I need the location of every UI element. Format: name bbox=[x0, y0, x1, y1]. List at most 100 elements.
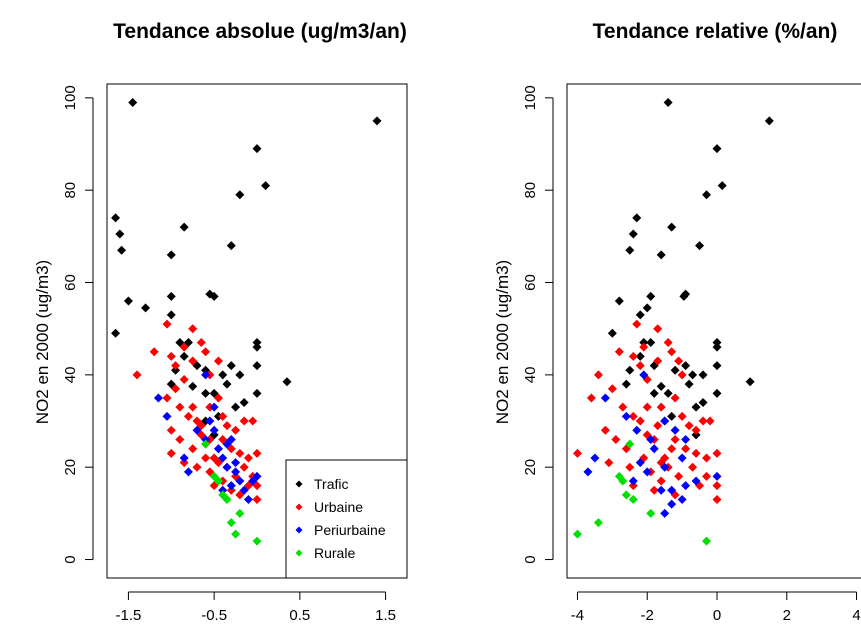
point-urbaine bbox=[175, 402, 185, 412]
y-tick-label: 80 bbox=[62, 182, 79, 199]
point-trafic bbox=[632, 213, 642, 223]
point-urbaine bbox=[691, 448, 701, 458]
point-trafic bbox=[712, 338, 722, 348]
point-trafic bbox=[670, 365, 680, 375]
point-urbaine bbox=[639, 342, 649, 352]
legend-marker-rurale bbox=[295, 549, 303, 557]
point-urbaine bbox=[642, 402, 652, 412]
point-periurbaine bbox=[677, 453, 687, 463]
point-trafic bbox=[166, 250, 176, 260]
point-trafic bbox=[667, 411, 677, 421]
point-rurale bbox=[226, 518, 236, 528]
x-tick-label: 1.5 bbox=[375, 607, 396, 624]
point-trafic bbox=[712, 388, 722, 398]
point-rurale bbox=[252, 536, 262, 546]
point-trafic bbox=[123, 296, 133, 306]
point-rurale bbox=[618, 476, 628, 486]
legend-label-rurale: Rurale bbox=[314, 545, 355, 561]
point-periurbaine bbox=[231, 458, 241, 468]
x-tick-label: -0.5 bbox=[201, 607, 227, 624]
chart-title: Tendance absolue (ug/m3/an) bbox=[113, 20, 407, 43]
point-trafic bbox=[691, 402, 701, 412]
point-trafic bbox=[688, 370, 698, 380]
point-periurbaine bbox=[660, 508, 670, 518]
point-trafic bbox=[111, 328, 121, 338]
x-tick-label: -1.5 bbox=[115, 607, 141, 624]
point-rurale bbox=[201, 439, 211, 449]
point-trafic bbox=[252, 342, 262, 352]
legend-marker-periurbaine bbox=[295, 526, 303, 534]
point-periurbaine bbox=[677, 495, 687, 505]
point-trafic bbox=[141, 303, 151, 313]
point-rurale bbox=[646, 508, 656, 518]
point-periurbaine bbox=[231, 467, 241, 477]
point-trafic bbox=[226, 361, 236, 371]
point-urbaine bbox=[162, 393, 172, 403]
plot-frame bbox=[566, 83, 861, 579]
point-trafic bbox=[614, 296, 624, 306]
y-tick-label: 0 bbox=[522, 555, 539, 563]
point-urbaine bbox=[188, 444, 198, 454]
point-urbaine bbox=[183, 411, 193, 421]
point-trafic bbox=[712, 342, 722, 352]
point-urbaine bbox=[667, 347, 677, 357]
point-trafic bbox=[717, 181, 727, 191]
legend-label-periurbaine: Periurbaine bbox=[314, 522, 386, 538]
y-tick-label: 60 bbox=[522, 274, 539, 291]
chart-title: Tendance relative (%/an) bbox=[593, 20, 838, 43]
point-trafic bbox=[166, 291, 176, 301]
point-urbaine bbox=[218, 411, 228, 421]
point-trafic bbox=[712, 144, 722, 154]
point-periurbaine bbox=[205, 416, 215, 426]
point-trafic bbox=[252, 338, 262, 348]
point-urbaine bbox=[243, 453, 253, 463]
y-tick-label: 100 bbox=[522, 85, 539, 110]
legend-label-trafic: Trafic bbox=[314, 476, 348, 492]
point-urbaine bbox=[625, 462, 635, 472]
point-trafic bbox=[764, 116, 774, 126]
point-periurbaine bbox=[162, 411, 172, 421]
point-periurbaine bbox=[635, 458, 645, 468]
legend-marker-trafic bbox=[295, 480, 303, 488]
y-tick-label: 20 bbox=[62, 459, 79, 476]
point-urbaine bbox=[607, 384, 617, 394]
point-periurbaine bbox=[218, 453, 228, 463]
point-periurbaine bbox=[235, 476, 245, 486]
y-tick-label: 40 bbox=[62, 367, 79, 384]
point-urbaine bbox=[179, 342, 189, 352]
point-urbaine bbox=[705, 416, 715, 426]
point-periurbaine bbox=[192, 425, 202, 435]
panel-relative-trend: Tendance relative (%/an) NO2 en 2000 (ug… bbox=[493, 20, 861, 624]
point-periurbaine bbox=[243, 495, 253, 505]
point-trafic bbox=[679, 291, 689, 301]
point-urbaine bbox=[192, 462, 202, 472]
point-urbaine bbox=[188, 402, 198, 412]
point-urbaine bbox=[698, 416, 708, 426]
point-trafic bbox=[252, 361, 262, 371]
point-trafic bbox=[684, 379, 694, 389]
point-periurbaine bbox=[179, 453, 189, 463]
point-trafic bbox=[702, 190, 712, 200]
point-urbaine bbox=[252, 495, 262, 505]
point-urbaine bbox=[712, 448, 722, 458]
y-tick-label: 20 bbox=[522, 459, 539, 476]
point-urbaine bbox=[656, 476, 666, 486]
point-urbaine bbox=[674, 356, 684, 366]
point-periurbaine bbox=[583, 467, 593, 477]
point-rurale bbox=[621, 490, 631, 500]
point-trafic bbox=[621, 379, 631, 389]
point-trafic bbox=[712, 361, 722, 371]
point-urbaine bbox=[162, 319, 172, 329]
point-trafic bbox=[691, 430, 701, 440]
point-periurbaine bbox=[667, 499, 677, 509]
point-trafic bbox=[222, 379, 232, 389]
point-urbaine bbox=[171, 361, 181, 371]
point-urbaine bbox=[132, 370, 142, 380]
point-periurbaine bbox=[209, 425, 219, 435]
point-urbaine bbox=[712, 495, 722, 505]
plot-frame bbox=[106, 83, 408, 579]
point-urbaine bbox=[611, 434, 621, 444]
x-tick-label: 2 bbox=[783, 607, 791, 624]
legend-marker-urbaine bbox=[295, 503, 303, 511]
